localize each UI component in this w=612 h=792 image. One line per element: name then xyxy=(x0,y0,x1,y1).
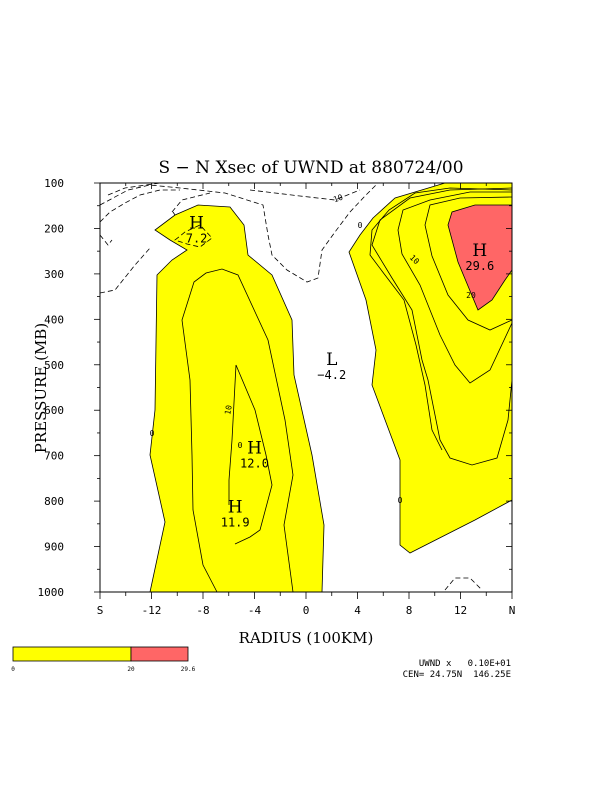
contour-label: 10 xyxy=(332,193,344,205)
contour-label: 0 xyxy=(238,441,243,450)
extremum-symbol: H xyxy=(228,498,243,518)
y-tick-label: 100 xyxy=(44,177,64,190)
x-tick-label: 0 xyxy=(303,604,310,617)
contour-line-west-12 xyxy=(228,364,273,545)
y-tick-label: 400 xyxy=(44,313,64,326)
contour-line-east-15 xyxy=(424,196,513,331)
y-tick-label: 200 xyxy=(44,222,64,235)
colorbar-label: 0 xyxy=(11,666,15,673)
contour-line-east-5 xyxy=(369,187,513,451)
contour-line-east-10 xyxy=(397,191,513,384)
x-tick-label: N xyxy=(509,604,516,617)
extremum-value: 7.2 xyxy=(186,232,208,246)
extremum-symbol: H xyxy=(247,439,262,459)
extremum-value: 29.6 xyxy=(465,259,494,273)
contour-lines xyxy=(181,187,513,593)
x-tick-label: -4 xyxy=(248,604,262,617)
negative-contours xyxy=(99,182,483,591)
dashed-contour-2 xyxy=(99,189,180,223)
center-coordinates: CEN= 24.75N 146.25E xyxy=(403,670,511,680)
colorbar-segment-0 xyxy=(12,646,132,662)
chart-title: S − N Xsec of UWND at 880724/00 xyxy=(158,158,463,178)
y-tick-label: 700 xyxy=(44,450,64,463)
extremum-value: −4.2 xyxy=(317,368,346,382)
x-tick-label: S xyxy=(97,604,104,617)
scale-factor-note: UWND x 0.10E+01 xyxy=(419,659,511,669)
extremum-symbol: L xyxy=(326,350,337,370)
colorbar-label: 29.6 xyxy=(181,666,196,673)
dashed-contour-7 xyxy=(249,189,361,201)
y-tick-label: 900 xyxy=(44,541,64,554)
dashed-contour-5 xyxy=(171,192,211,216)
contour-label: 0 xyxy=(150,429,155,438)
x-tick-label: 4 xyxy=(354,604,361,617)
y-tick-label: 300 xyxy=(44,268,64,281)
jet-core-region xyxy=(447,204,513,311)
x-tick-label: -8 xyxy=(196,604,209,617)
contour-label: 0 xyxy=(398,496,403,505)
dashed-contour-9 xyxy=(174,224,213,248)
colorbar-label: 20 xyxy=(127,666,135,673)
positive-region-west xyxy=(149,204,325,593)
y-tick-label: 600 xyxy=(44,404,64,417)
contour-label: 20 xyxy=(466,291,476,300)
x-tick-label: 12 xyxy=(454,604,467,617)
x-axis-label: RADIUS (100KM) xyxy=(239,629,374,647)
contour-label: 10 xyxy=(223,404,234,415)
x-tick-label: -12 xyxy=(142,604,162,617)
contour-label: 0 xyxy=(358,221,363,230)
dashed-contour-8 xyxy=(444,577,483,591)
dashed-contour-1 xyxy=(99,182,379,283)
dashed-contour-4 xyxy=(99,234,113,246)
contour-line-west-10 xyxy=(181,268,294,593)
axis-ticks xyxy=(94,182,513,599)
y-tick-label: 500 xyxy=(44,359,64,372)
y-axis-label: PRESSURE (MB) xyxy=(32,323,50,453)
y-tick-label: 1000 xyxy=(38,586,65,599)
colorbar: 0 20 29.6 xyxy=(11,646,196,673)
x-tick-labels: S -12 -8 -4 0 4 8 12 N xyxy=(97,604,516,617)
x-tick-label: 8 xyxy=(406,604,413,617)
extremum-value: 12.0 xyxy=(240,457,269,471)
contour-line-east-0b xyxy=(371,187,513,466)
dashed-contour-3 xyxy=(99,247,151,294)
y-tick-labels: 100 200 300 400 500 600 700 800 900 1000 xyxy=(38,177,65,599)
y-tick-label: 800 xyxy=(44,495,64,508)
extremum-symbol: H xyxy=(472,241,487,261)
extremum-symbol: H xyxy=(189,214,204,234)
dashed-contour-6 xyxy=(107,182,161,196)
shaded-regions xyxy=(149,182,513,593)
colorbar-segment-1 xyxy=(130,646,189,662)
extremum-value: 11.9 xyxy=(221,516,250,530)
